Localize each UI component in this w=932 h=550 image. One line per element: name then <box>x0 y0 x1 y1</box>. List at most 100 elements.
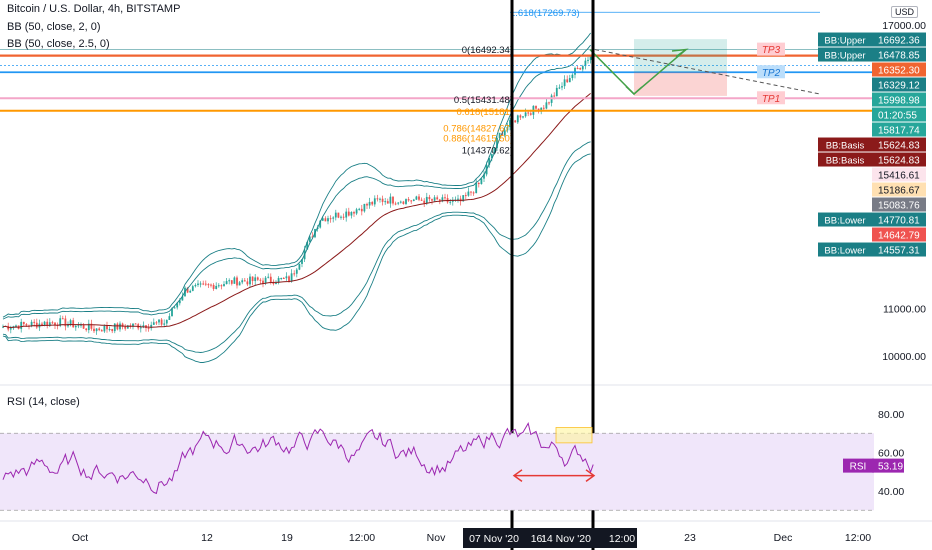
price-axis-area <box>874 0 932 550</box>
bb-basis-line <box>2 93 591 329</box>
candle-body <box>462 195 465 202</box>
price-label-0: 16692.36 <box>878 36 920 47</box>
time-tick-5: 23 <box>684 532 696 544</box>
candle-body <box>553 95 556 97</box>
candle-body <box>334 212 337 218</box>
price-label-bg-5 <box>872 107 926 122</box>
candle-body <box>262 280 264 284</box>
candle-body <box>215 285 218 289</box>
price-tag-bg-7 <box>818 137 872 152</box>
price-label-13: 14642.79 <box>878 231 920 242</box>
candle-body <box>22 321 25 325</box>
candle-body <box>308 236 311 242</box>
candle-body <box>373 198 376 205</box>
candle-body <box>457 198 459 200</box>
price-tag-14: BB:Lower <box>824 246 865 257</box>
candle-body <box>212 284 215 289</box>
price-label-bg-12 <box>872 212 926 227</box>
tp-label-bg-1 <box>757 65 785 79</box>
candle-body <box>337 212 340 218</box>
candle-body <box>30 321 33 327</box>
candle-body <box>574 67 576 75</box>
tp-label-bg-2 <box>757 91 785 105</box>
candle-body <box>436 197 439 200</box>
candle-body <box>82 324 85 329</box>
fib-label-0: 1.618(17269.73) <box>510 8 580 19</box>
cursor-date-bg <box>463 528 637 548</box>
candle-body <box>150 324 153 329</box>
candle-body <box>319 220 322 228</box>
fib-label-1: 0(16492.34) <box>462 45 513 56</box>
price-label-1: 16478.85 <box>878 51 920 62</box>
rsi-band <box>0 433 874 511</box>
candle-body <box>480 178 483 185</box>
candle-body <box>379 198 381 200</box>
price-label-bg-2 <box>872 62 926 77</box>
price-label-4: 15998.98 <box>878 96 920 107</box>
rsi-indicator-label[interactable]: RSI (14, close) <box>7 396 80 408</box>
candle-body <box>397 202 400 204</box>
candle-body <box>228 280 231 282</box>
candle-body <box>496 137 498 149</box>
candle-body <box>168 316 171 320</box>
candle-body <box>407 199 410 201</box>
candle-body <box>197 283 199 285</box>
candle-body <box>186 287 189 293</box>
candle-body <box>347 211 350 216</box>
candle-body <box>2 326 4 328</box>
candle-body <box>176 303 179 308</box>
candle-body <box>472 192 475 194</box>
candle-body <box>269 276 272 283</box>
price-label-bg-8 <box>872 152 926 167</box>
candle-body <box>425 196 428 204</box>
candle-body <box>282 278 285 280</box>
rsi-value: 53.19 <box>878 462 903 473</box>
candle-body <box>514 120 517 123</box>
price-label-bg-0 <box>872 32 926 47</box>
bb-indicator-1[interactable]: BB (50, close, 2, 0) <box>7 21 101 33</box>
candle-body <box>329 218 332 220</box>
candle-body <box>555 87 558 97</box>
candle-body <box>376 198 379 200</box>
candle-body <box>527 112 530 114</box>
candle-body <box>230 280 233 284</box>
candle-body <box>579 68 582 70</box>
price-label-14: 14557.31 <box>878 246 920 257</box>
candle-body <box>290 273 293 282</box>
bb-indicator-2[interactable]: BB (50, close, 2.5, 0) <box>7 38 110 50</box>
tp-label-0: TP3 <box>762 45 781 56</box>
candle-body <box>566 79 569 83</box>
candle-body <box>345 211 348 218</box>
candle-body <box>438 199 441 202</box>
price-tick-2: 10000.00 <box>882 351 926 363</box>
rsi-line <box>2 422 594 495</box>
currency-badge[interactable]: USD <box>890 6 918 18</box>
candle-body <box>493 148 496 155</box>
candle-body <box>293 273 296 275</box>
candle-body <box>298 263 301 270</box>
candle-body <box>173 307 176 309</box>
candle-body <box>103 325 106 332</box>
candle-body <box>516 115 519 123</box>
candle-body <box>124 326 127 329</box>
fib-label-3: 0.618(15181) <box>456 107 513 118</box>
price-tag-7: BB:Basis <box>826 141 865 152</box>
price-label-bg-1 <box>872 47 926 62</box>
candle-body <box>366 203 368 206</box>
candle-body <box>306 241 309 250</box>
time-tick-2: 19 <box>281 532 293 544</box>
candle-body <box>95 328 98 332</box>
candle-body <box>77 325 80 327</box>
projection-arrow-head <box>671 48 689 58</box>
projection-arrow-head <box>625 85 643 96</box>
candle-body <box>285 276 288 279</box>
candle-body <box>43 321 46 326</box>
candle-body <box>490 154 493 159</box>
candle-body <box>423 200 426 204</box>
candle-body <box>113 323 116 332</box>
price-tag-0: BB:Upper <box>824 36 865 47</box>
candle-body <box>548 102 550 104</box>
candle-body <box>233 277 236 284</box>
price-label-bg-14 <box>872 242 926 257</box>
candle-body <box>571 74 574 79</box>
